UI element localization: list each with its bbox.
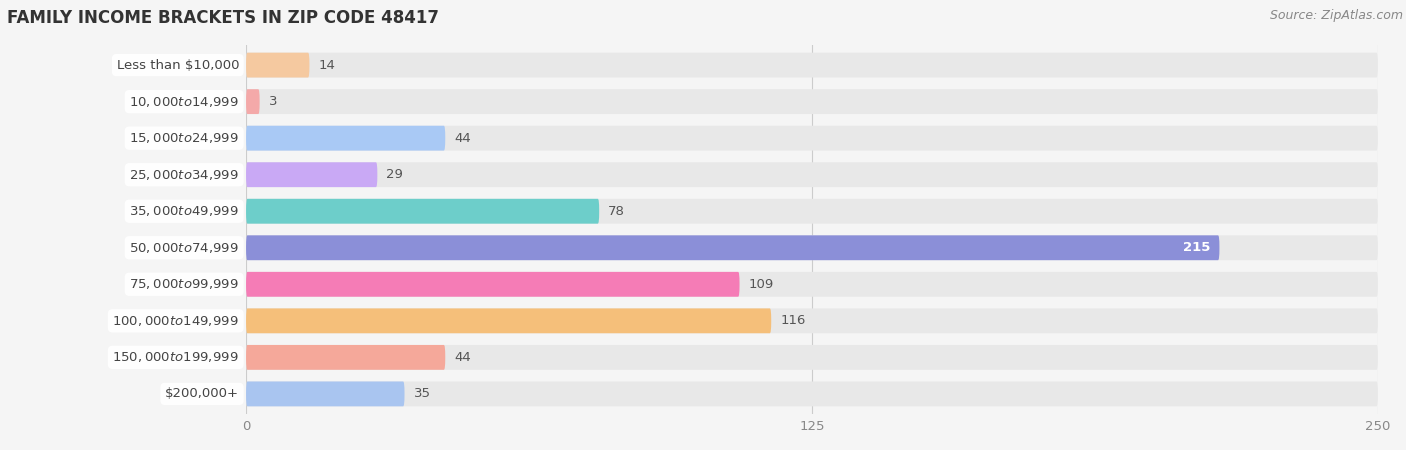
FancyBboxPatch shape: [246, 53, 309, 77]
FancyBboxPatch shape: [246, 345, 1378, 370]
Text: 109: 109: [748, 278, 773, 291]
FancyBboxPatch shape: [246, 345, 446, 370]
FancyBboxPatch shape: [246, 89, 260, 114]
FancyBboxPatch shape: [246, 235, 1219, 260]
Text: 44: 44: [454, 132, 471, 144]
Text: 116: 116: [780, 315, 806, 327]
Text: 3: 3: [269, 95, 277, 108]
Text: Source: ZipAtlas.com: Source: ZipAtlas.com: [1270, 9, 1403, 22]
FancyBboxPatch shape: [246, 126, 1378, 151]
Text: FAMILY INCOME BRACKETS IN ZIP CODE 48417: FAMILY INCOME BRACKETS IN ZIP CODE 48417: [7, 9, 439, 27]
FancyBboxPatch shape: [246, 235, 1378, 260]
FancyBboxPatch shape: [246, 308, 772, 333]
Text: $200,000+: $200,000+: [165, 387, 239, 400]
FancyBboxPatch shape: [246, 382, 405, 406]
Text: $25,000 to $34,999: $25,000 to $34,999: [129, 168, 239, 182]
Text: 44: 44: [454, 351, 471, 364]
FancyBboxPatch shape: [246, 199, 1378, 224]
Text: 78: 78: [609, 205, 626, 218]
Text: $150,000 to $199,999: $150,000 to $199,999: [112, 351, 239, 364]
FancyBboxPatch shape: [246, 199, 599, 224]
Text: $100,000 to $149,999: $100,000 to $149,999: [112, 314, 239, 328]
Text: 29: 29: [387, 168, 404, 181]
Text: $75,000 to $99,999: $75,000 to $99,999: [129, 277, 239, 291]
FancyBboxPatch shape: [246, 308, 1378, 333]
Text: $10,000 to $14,999: $10,000 to $14,999: [129, 94, 239, 108]
FancyBboxPatch shape: [246, 126, 446, 151]
FancyBboxPatch shape: [246, 162, 377, 187]
Text: $15,000 to $24,999: $15,000 to $24,999: [129, 131, 239, 145]
Text: 14: 14: [319, 58, 336, 72]
Text: 35: 35: [413, 387, 430, 400]
Text: $35,000 to $49,999: $35,000 to $49,999: [129, 204, 239, 218]
FancyBboxPatch shape: [246, 382, 1378, 406]
FancyBboxPatch shape: [246, 272, 1378, 297]
Text: Less than $10,000: Less than $10,000: [117, 58, 239, 72]
FancyBboxPatch shape: [246, 89, 1378, 114]
Text: 215: 215: [1182, 241, 1211, 254]
FancyBboxPatch shape: [246, 272, 740, 297]
FancyBboxPatch shape: [246, 53, 1378, 77]
FancyBboxPatch shape: [246, 162, 1378, 187]
Text: $50,000 to $74,999: $50,000 to $74,999: [129, 241, 239, 255]
